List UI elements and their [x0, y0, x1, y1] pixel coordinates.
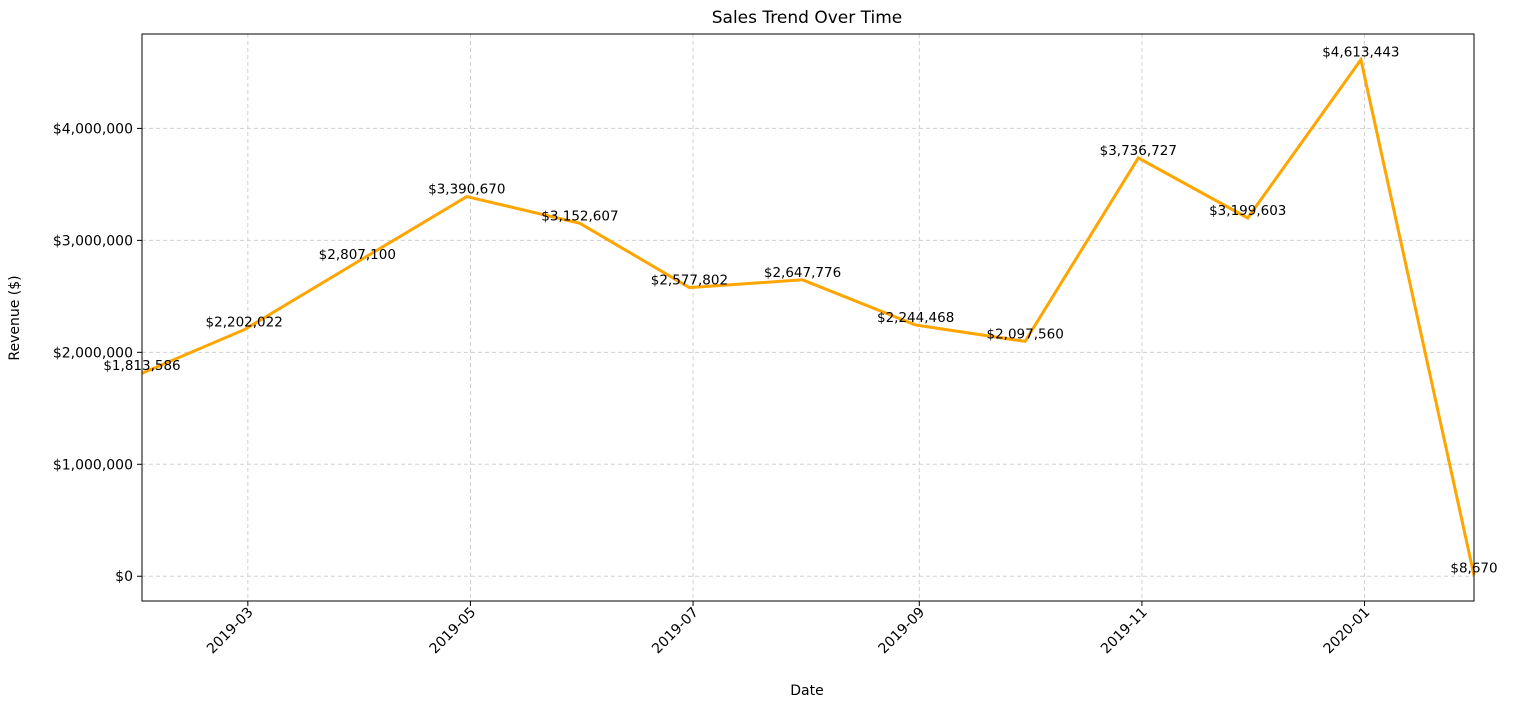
data-label: $2,097,560	[986, 326, 1063, 342]
x-axis: 2019-03 2019-05 2019-07 2019-09 2019-11 2020-…	[204, 601, 1373, 657]
series	[141, 56, 1476, 576]
x-tick-label: 2019-07	[649, 605, 702, 658]
x-tick-label: 2019-09	[875, 605, 928, 658]
data-label: $4,613,443	[1322, 45, 1399, 61]
x-tick-label: 2019-05	[427, 605, 480, 658]
x-tick-label: 2020-01	[1321, 605, 1374, 658]
y-axis: $0 $1,000,000 $2,000,000 $3,000,000 $4,000,0…	[53, 121, 142, 585]
x-tick-label: 2019-03	[204, 605, 257, 658]
data-label: $2,202,022	[206, 315, 283, 331]
chart-title: Sales Trend Over Time	[712, 8, 902, 28]
y-tick-label: $2,000,000	[53, 345, 133, 361]
data-label: $3,736,727	[1100, 143, 1177, 159]
plot-frame	[141, 33, 1475, 602]
y-tick-label: $4,000,000	[53, 121, 133, 137]
data-label: $2,807,100	[319, 247, 396, 263]
data-label: $3,199,603	[1209, 203, 1286, 219]
y-axis-label: Revenue ($)	[7, 275, 23, 360]
data-label: $2,244,468	[877, 310, 954, 326]
grid	[142, 34, 1474, 601]
y-tick-label: $0	[115, 569, 133, 585]
data-label: $2,647,776	[764, 265, 841, 281]
series-line	[141, 56, 1476, 576]
data-labels: $1,813,586$2,202,022$2,807,100$3,390,670…	[103, 45, 1497, 577]
y-tick-label: $1,000,000	[53, 457, 133, 473]
data-label: $3,390,670	[428, 182, 505, 198]
y-tick-label: $3,000,000	[53, 233, 133, 249]
data-label: $2,577,802	[651, 273, 728, 289]
x-axis-label: Date	[790, 683, 823, 699]
data-label: $3,152,607	[541, 208, 618, 224]
x-tick-label: 2019-11	[1098, 605, 1151, 658]
